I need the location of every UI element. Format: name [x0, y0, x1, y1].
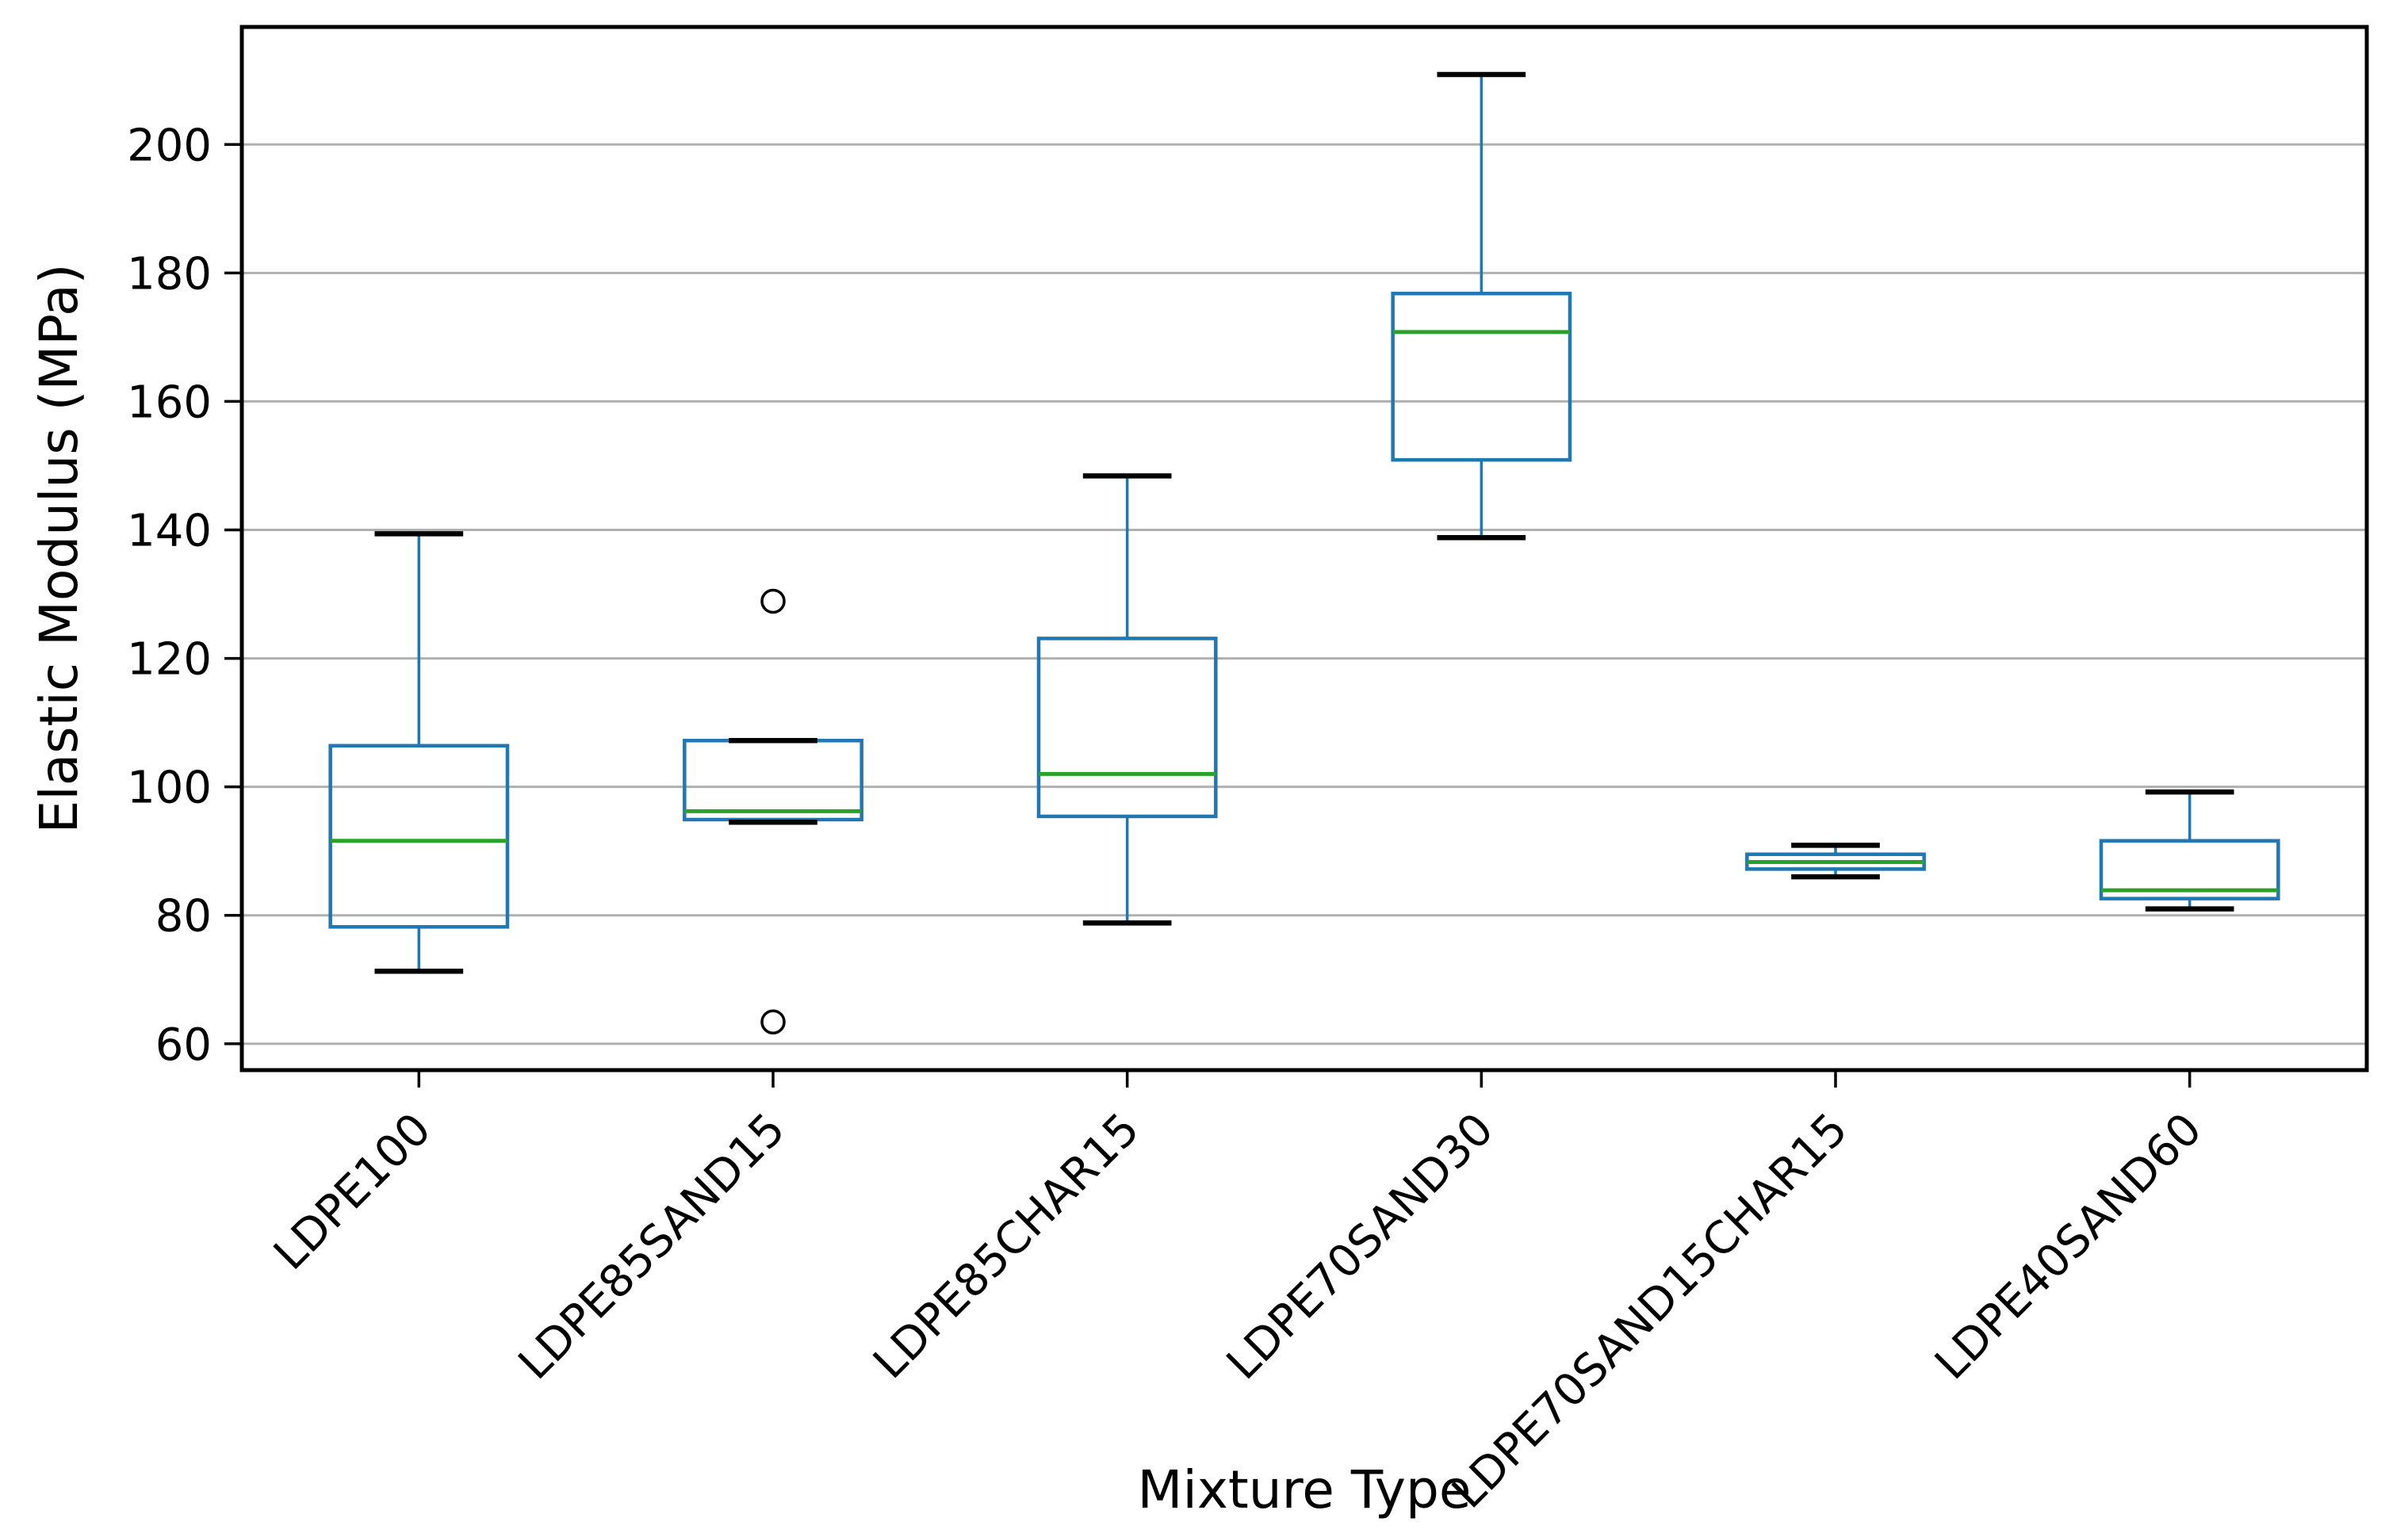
y-tick-label: 140 [127, 506, 212, 557]
box-rect [1391, 292, 1572, 462]
y-tick-label: 100 [127, 763, 212, 814]
x-tick-label: LDPE40SAND60 [1925, 1103, 2211, 1390]
y-tick-label: 60 [155, 1019, 212, 1071]
outlier-marker [760, 1009, 786, 1034]
y-tick-label: 120 [127, 634, 212, 686]
x-tick-label: LDPE70SAND30 [1217, 1103, 1503, 1390]
y-axis-title: Elastic Modulus (MPa) [29, 263, 90, 834]
box-rect [1036, 637, 1218, 819]
x-tick-label: LDPE100 [264, 1103, 441, 1280]
x-tick-label: LDPE85SAND15 [509, 1103, 795, 1390]
x-axis-title: Mixture Type [1137, 1459, 1472, 1520]
y-tick-label: 200 [127, 120, 212, 171]
y-tick-label: 160 [127, 377, 212, 428]
outlier-marker [760, 588, 786, 614]
box-rect [683, 739, 863, 822]
x-tick-label: LDPE70SAND15CHAR15 [1442, 1103, 1858, 1519]
x-tick-label: LDPE85CHAR15 [863, 1103, 1149, 1389]
y-tick-label: 80 [155, 891, 212, 942]
box-rect [328, 744, 510, 929]
y-tick-label: 180 [127, 248, 212, 300]
plot-border [239, 25, 2369, 1072]
box-rect [2099, 839, 2280, 900]
